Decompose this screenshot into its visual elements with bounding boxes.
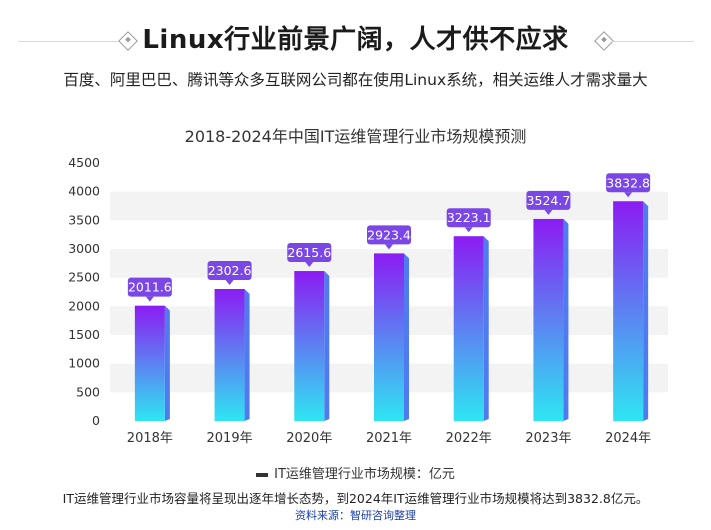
bar-front xyxy=(613,201,644,421)
legend-swatch xyxy=(256,472,269,477)
data-label-text: 3223.1 xyxy=(447,210,491,225)
y-tick-label: 3500 xyxy=(68,212,100,227)
y-tick-label: 2000 xyxy=(68,298,100,313)
y-tick-label: 0 xyxy=(92,413,100,428)
bar xyxy=(294,271,330,421)
bar xyxy=(374,253,409,421)
x-tick-label: 2021年 xyxy=(366,431,412,446)
x-tick-label: 2024年 xyxy=(605,431,651,446)
data-label-pointer xyxy=(385,244,393,250)
data-label-bg xyxy=(606,173,651,193)
bar-side xyxy=(244,288,250,421)
y-tick-label: 2500 xyxy=(68,270,100,285)
bar-front xyxy=(294,271,325,421)
y-tick-label: 3000 xyxy=(68,241,100,256)
bar-front xyxy=(453,236,484,421)
y-tick-label: 4000 xyxy=(68,184,100,199)
legend-label: IT运维管理行业市场规模：亿元 xyxy=(274,467,455,482)
data-label: 2615.6 xyxy=(287,243,332,268)
headline: Linux行业前景广阔，人才供不应求 xyxy=(142,25,569,55)
x-tick-label: 2019年 xyxy=(207,431,253,446)
chart-title: 2018-2024年中国IT运维管理行业市场规模预测 xyxy=(184,127,527,146)
bar-front xyxy=(533,218,564,421)
grid-band xyxy=(110,191,668,221)
bar-side xyxy=(563,218,569,421)
data-label-pointer xyxy=(464,227,473,233)
x-tick-label: 2022年 xyxy=(446,431,492,446)
decor-line-left xyxy=(18,41,118,42)
subtitle: 百度、阿里巴巴、腾讯等众多互联网公司都在使用Linux系统，相关运维人才需求量大 xyxy=(63,71,648,89)
data-label-pointer xyxy=(544,209,553,215)
data-label: 2011.6 xyxy=(127,277,172,302)
data-label-bg xyxy=(526,190,571,210)
bar-front xyxy=(134,305,165,421)
y-tick-label: 1500 xyxy=(68,327,100,342)
bar-side xyxy=(324,271,330,421)
data-label-pointer xyxy=(624,192,633,198)
data-label-bg xyxy=(127,277,172,297)
data-label-text: 2615.6 xyxy=(287,245,331,260)
data-label-bg xyxy=(207,260,252,280)
data-label-text: 3832.8 xyxy=(606,175,650,190)
bar-side xyxy=(483,236,489,421)
data-label-text: 2923.4 xyxy=(367,227,411,242)
bar xyxy=(613,201,649,421)
bar xyxy=(453,236,489,421)
data-label-bg xyxy=(367,225,411,245)
bar xyxy=(214,288,250,421)
data-label-pointer xyxy=(145,296,154,302)
legend: IT运维管理行业市场规模：亿元 xyxy=(0,463,711,482)
bar-side xyxy=(643,201,649,421)
data-label-text: 3524.7 xyxy=(527,193,571,208)
decor-line-right xyxy=(612,41,694,42)
bar-front xyxy=(214,288,245,421)
data-label: 2923.4 xyxy=(367,225,411,250)
data-label: 3832.8 xyxy=(606,173,651,198)
x-tick-label: 2023年 xyxy=(525,431,571,446)
data-label-bg xyxy=(287,243,332,263)
header: Linux行业前景广阔，人才供不应求 xyxy=(0,18,711,68)
data-label-bg xyxy=(446,208,491,228)
source-link[interactable]: 资料来源：智研咨询整理 xyxy=(295,509,416,522)
bar-front xyxy=(374,253,404,421)
data-label-pointer xyxy=(225,279,234,285)
y-tick-label: 1000 xyxy=(68,356,100,371)
bar-side xyxy=(164,305,170,421)
data-label: 3223.1 xyxy=(446,208,491,233)
data-label: 3524.7 xyxy=(526,190,571,215)
data-label-text: 2302.6 xyxy=(208,263,252,278)
y-tick-label: 4500 xyxy=(68,155,100,170)
data-label: 2302.6 xyxy=(207,260,252,285)
x-tick-label: 2020年 xyxy=(286,431,332,446)
bar xyxy=(134,305,170,421)
data-label-text: 2011.6 xyxy=(128,280,172,295)
bar-side xyxy=(404,253,409,421)
data-label-pointer xyxy=(305,262,314,268)
y-tick-label: 500 xyxy=(76,384,100,399)
footnote: IT运维管理行业市场容量将呈现出逐年增长态势，到2024年IT运维管理行业市场规… xyxy=(62,491,649,506)
bar xyxy=(533,218,569,421)
x-tick-label: 2018年 xyxy=(127,431,173,446)
